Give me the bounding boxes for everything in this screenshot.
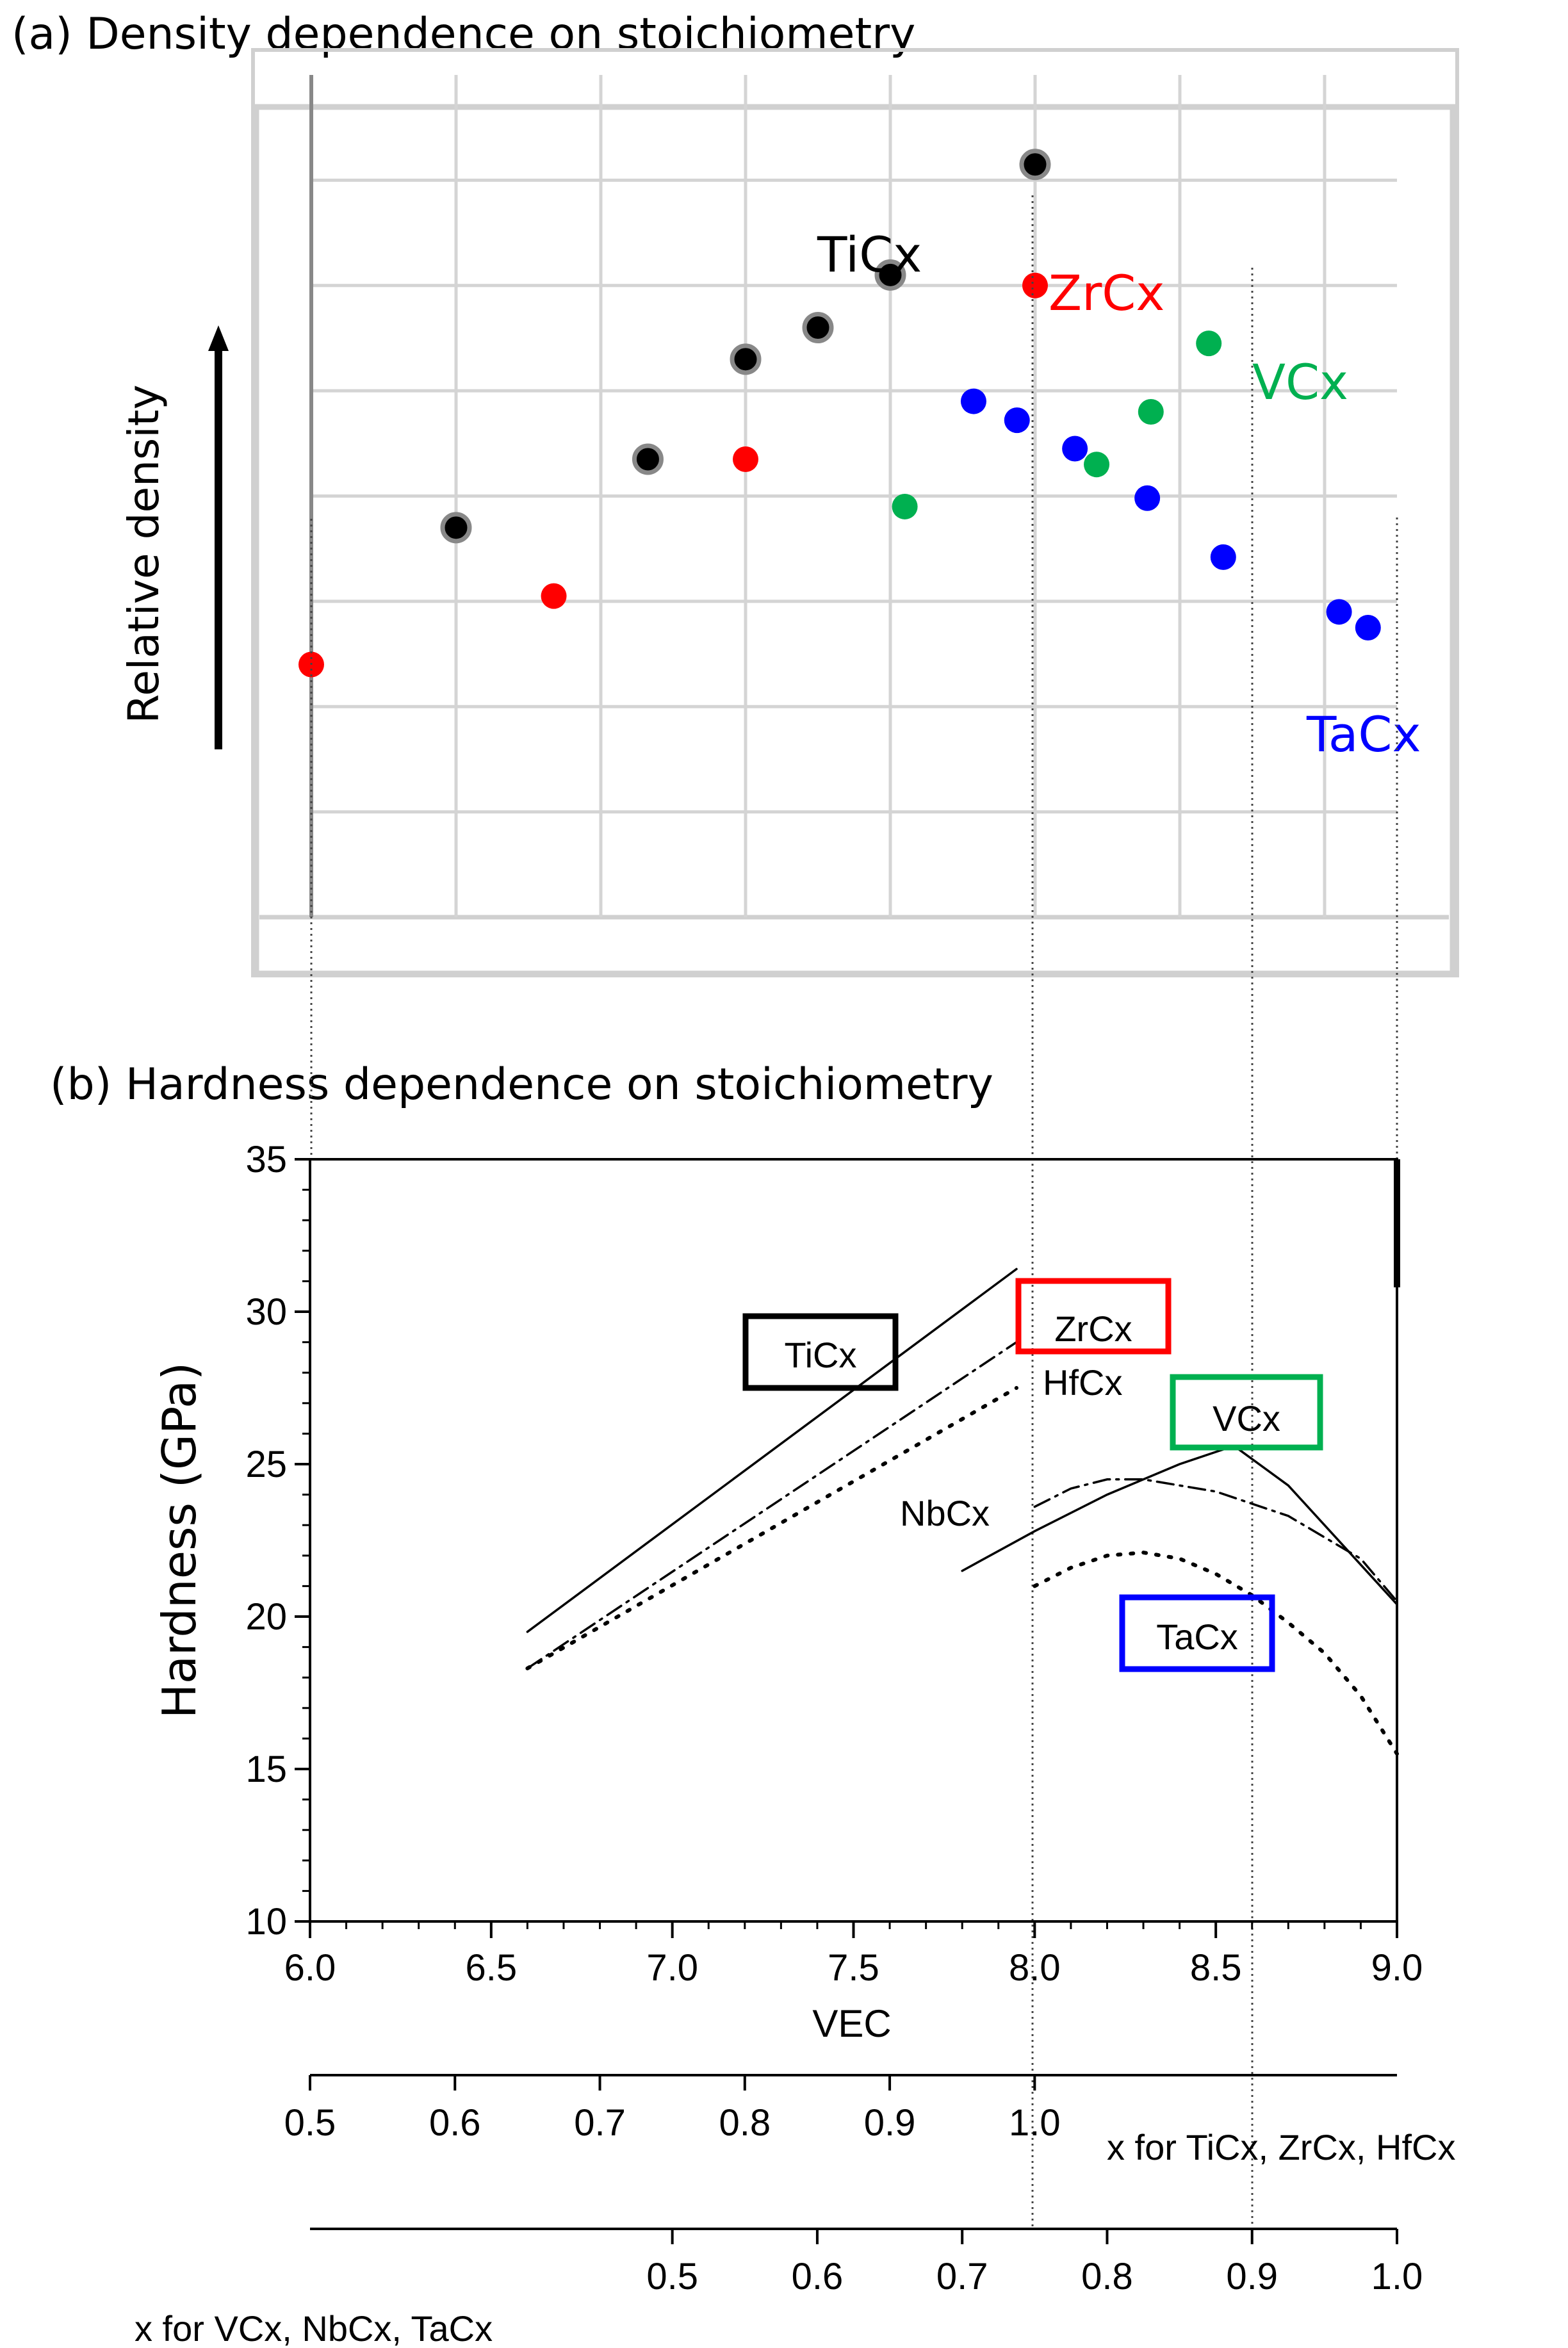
x-tick-label: 9.0 [1371,1947,1423,1989]
x-tick-label: 8.0 [1009,1947,1061,1989]
panel-a-title: (a) Density dependence on stoichiometry [12,9,915,60]
data-point-tacx [1004,407,1030,434]
series-ticx [440,149,1051,544]
data-point-ticx [802,312,834,343]
curve-vcx [961,1444,1398,1606]
panel-b-ylabel: Hardness (GPa) [152,1362,206,1718]
panel-b-plot-frame [309,1158,1398,1923]
series-zrcx [298,272,1048,678]
box-zrcx [1015,1278,1172,1355]
label-tacx: TaCx [1306,706,1421,763]
secondary-tick-label: 0.6 [429,2102,481,2144]
x-tick-label: 6.5 [466,1947,518,1989]
secondary-tick-label: 0.5 [284,2102,336,2144]
curve-label-vcx: VCx [1213,1398,1280,1439]
secondary-tick-label: 0.5 [646,2256,698,2297]
panel-b-xlabel: VEC [812,2002,891,2045]
secondary-axis-label-ticx: x for TiCx, ZrCx, HfCx [1107,2127,1455,2167]
secondary-tick-label: 0.8 [719,2102,771,2144]
curve-tacx [1033,1550,1399,1756]
label-zrcx: ZrCx [1049,265,1164,322]
data-point-ticx [440,512,472,544]
series-tacx [960,388,1381,640]
data-point-tacx [1134,485,1161,511]
x-tick-label: 7.0 [646,1947,698,1989]
connector-lines [310,195,1398,2229]
y-tick-label: 20 [245,1596,287,1638]
data-point-tacx [1062,436,1088,462]
data-point-ticx [874,259,906,291]
curve-label-nbcx: NbCx [900,1493,990,1533]
data-point-vcx [892,493,918,519]
secondary-tick-label: 0.9 [864,2102,916,2144]
data-point-vcx [1196,330,1222,357]
secondary-tick-label: 1.0 [1009,2102,1061,2144]
data-point-vcx [1084,452,1110,478]
data-point-vcx [1138,399,1164,425]
box-tacx [1119,1594,1275,1672]
x-tick-label: 7.5 [828,1947,879,1989]
secondary-axes: 0.5 0.6 0.7 0.8 0.9 1.0 0.5 0.6 0.7 0.8 0.9 1.0 [284,2074,1423,2297]
label-ticx: TiCx [817,226,922,283]
panel-a-ylabel: Relative density [119,384,168,723]
y-tick-label: 35 [245,1139,287,1180]
data-point-zrcx [1022,272,1048,298]
curve-hfcx [525,1386,1018,1670]
secondary-tick-label: 0.7 [574,2102,626,2144]
y-tick-label: 10 [245,1901,287,1943]
secondary-tick-label: 1.0 [1371,2256,1423,2297]
panel-b-axes: 6.0 6.5 7.0 7.5 8.0 8.5 9.0 10 15 20 25 30 35 [245,1139,1423,1989]
panel-a-points [298,149,1381,678]
secondary-tick-label: 0.7 [936,2256,988,2297]
curve-ticx [526,1268,1018,1633]
panel-b-title: (b) Hardness dependence on stoichiometry [50,1059,993,1110]
x-tick-label: 8.5 [1190,1947,1242,1989]
panel-a-frame [251,48,1459,977]
y-tick-label: 30 [245,1291,287,1333]
y-tick-label: 25 [245,1444,287,1485]
data-point-tacx [1210,544,1236,570]
label-vcx: VCx [1252,354,1348,411]
secondary-tick-label: 0.8 [1081,2256,1133,2297]
curve-label-ticx: TiCx [784,1335,856,1375]
x-tick-label: 6.0 [284,1947,336,1989]
data-point-tacx [1326,599,1352,625]
data-point-zrcx [541,583,567,609]
up-arrow-icon [208,325,229,749]
data-point-tacx [1355,614,1381,640]
y-tick-label: 15 [245,1749,287,1790]
curve-label-tacx: TaCx [1156,1617,1238,1657]
curve-nbcx [1033,1478,1398,1602]
secondary-tick-label: 0.9 [1226,2256,1278,2297]
data-point-zrcx [733,446,758,472]
curve-label-hfcx: HfCx [1043,1362,1122,1403]
curve-zrcx [526,1341,1018,1670]
panel-b-lines [525,1268,1399,1756]
data-point-ticx [1019,149,1051,181]
data-point-ticx [730,343,762,375]
data-point-tacx [960,388,986,414]
tacx-box-ticx [742,1313,899,1391]
panel-a-grid [309,75,1397,917]
curve-label-zrcx: ZrCx [1054,1309,1132,1349]
data-point-ticx [632,443,664,475]
secondary-axis-label-vcx: x for VCx, NbCx, TaCx [135,2308,493,2348]
secondary-tick-label: 0.6 [792,2256,844,2297]
box-vcx [1170,1374,1323,1451]
series-vcx [892,330,1222,519]
